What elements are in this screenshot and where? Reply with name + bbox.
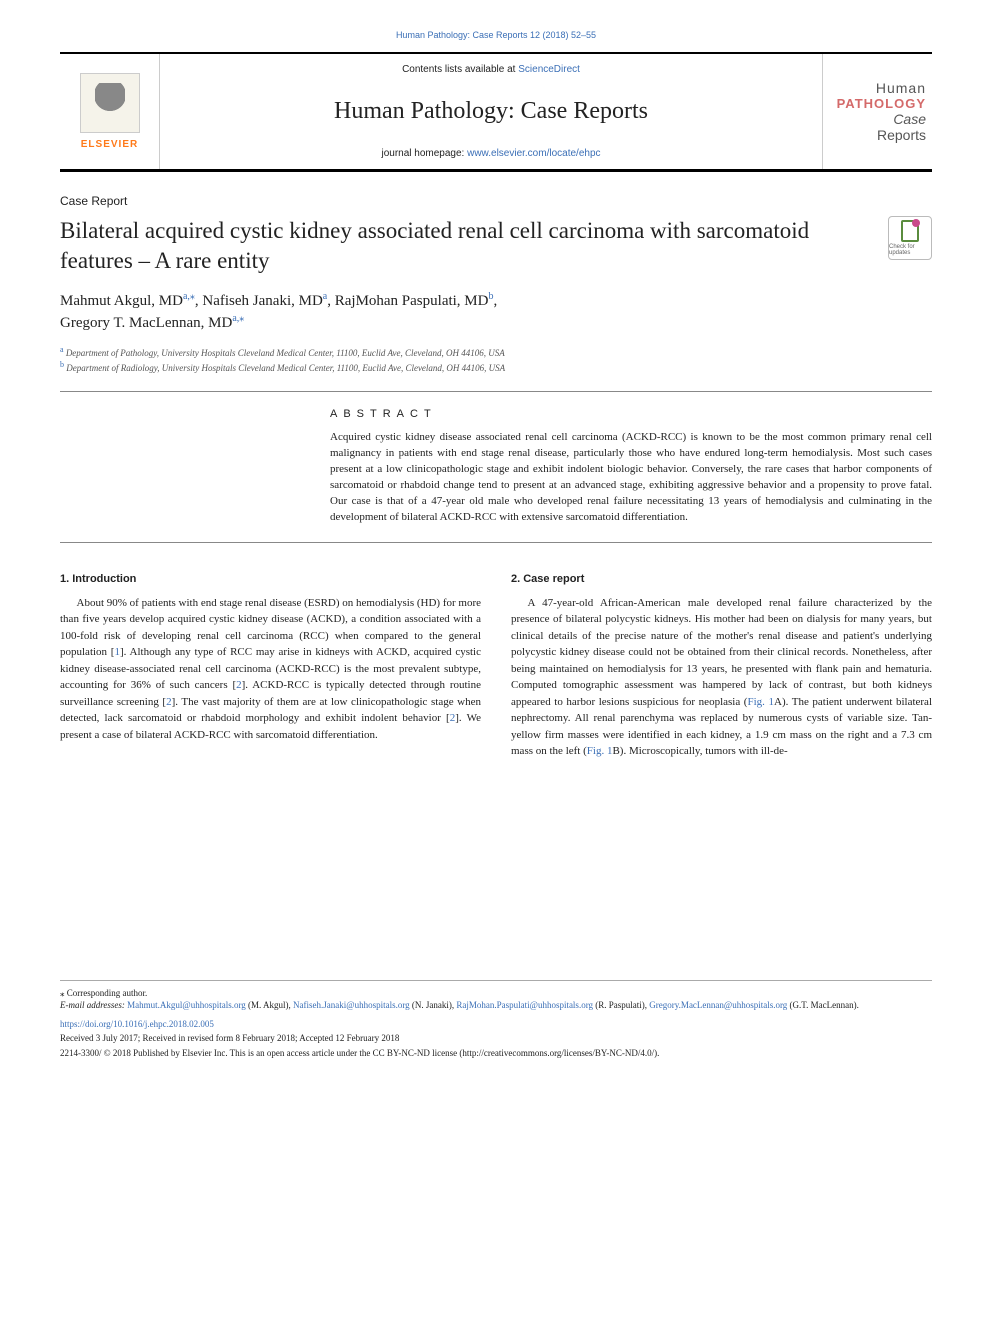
contents-prefix: Contents lists available at — [402, 64, 518, 75]
running-header: Human Pathology: Case Reports 12 (2018) … — [60, 30, 932, 40]
figure-ref[interactable]: Fig. 1 — [587, 745, 613, 757]
author-2: , Nafiseh Janaki, MD — [195, 293, 323, 309]
updates-badge-label: Check for updates — [889, 244, 931, 256]
contents-available-line: Contents lists available at ScienceDirec… — [402, 64, 580, 75]
rule-below-abstract — [60, 542, 932, 543]
article-title: Bilateral acquired cystic kidney associa… — [60, 216, 888, 276]
author-email[interactable]: RajMohan.Paspulati@uhhospitals.org — [456, 1000, 593, 1010]
author-1-affil-sup: a,⁎ — [183, 291, 195, 302]
affil-b-text: Department of Radiology, University Hosp… — [66, 363, 505, 373]
article-history: Received 3 July 2017; Received in revise… — [60, 1032, 932, 1045]
cover-line-2: PATHOLOGY — [837, 96, 926, 111]
footnotes: ⁎ Corresponding author. E-mail addresses… — [60, 980, 932, 1060]
affiliation-a: a Department of Pathology, University Ho… — [60, 344, 932, 360]
elsevier-wordmark: ELSEVIER — [81, 139, 138, 150]
abstract-text: Acquired cystic kidney disease associate… — [330, 430, 932, 526]
journal-cover-thumb: Human PATHOLOGY Case Reports — [822, 54, 932, 169]
column-left: 1. Introduction About 90% of patients wi… — [60, 573, 481, 760]
cover-line-3: Case — [893, 111, 926, 127]
section-heading-case-report: 2. Case report — [511, 573, 932, 585]
author-4-affil-sup: a,⁎ — [232, 313, 244, 324]
cover-line-1: Human — [876, 80, 926, 96]
citation-ref[interactable]: 1 — [114, 646, 120, 658]
email-label: E-mail addresses: — [60, 1000, 125, 1010]
author-list: Mahmut Akgul, MDa,⁎, Nafiseh Janaki, MDa… — [60, 290, 932, 334]
journal-homepage-link[interactable]: www.elsevier.com/locate/ehpc — [467, 148, 600, 159]
elsevier-logo-block: ELSEVIER — [60, 54, 160, 169]
affil-sup-a: a — [60, 345, 64, 354]
affiliation-b: b Department of Radiology, University Ho… — [60, 359, 932, 375]
journal-title: Human Pathology: Case Reports — [334, 98, 648, 125]
journal-homepage-line: journal homepage: www.elsevier.com/locat… — [381, 148, 600, 159]
corresponding-author-note: ⁎ Corresponding author. — [60, 987, 932, 1000]
sciencedirect-link[interactable]: ScienceDirect — [518, 64, 580, 75]
case-report-paragraph: A 47-year-old African-American male deve… — [511, 595, 932, 760]
author-email[interactable]: Nafiseh.Janaki@uhhospitals.org — [293, 1000, 410, 1010]
author-email[interactable]: Gregory.MacLennan@uhhospitals.org — [649, 1000, 787, 1010]
elsevier-tree-icon — [80, 73, 140, 133]
article-type: Case Report — [60, 194, 932, 208]
author-email[interactable]: Mahmut.Akgul@uhhospitals.org — [127, 1000, 246, 1010]
author-4: Gregory T. MacLennan, MD — [60, 315, 232, 331]
introduction-paragraph: About 90% of patients with end stage ren… — [60, 595, 481, 744]
abstract-block: ABSTRACT Acquired cystic kidney disease … — [330, 408, 932, 526]
abstract-heading: ABSTRACT — [330, 408, 932, 420]
title-row: Bilateral acquired cystic kidney associa… — [60, 216, 932, 276]
bookmark-check-icon — [901, 220, 919, 242]
column-right: 2. Case report A 47-year-old African-Ame… — [511, 573, 932, 760]
figure-ref[interactable]: Fig. 1 — [747, 696, 774, 708]
affil-sup-b: b — [60, 360, 64, 369]
affiliations: a Department of Pathology, University Ho… — [60, 344, 932, 375]
citation-ref[interactable]: 2 — [166, 696, 172, 708]
check-for-updates-badge[interactable]: Check for updates — [888, 216, 932, 260]
rule-above-abstract — [60, 391, 932, 392]
author-1: Mahmut Akgul, MD — [60, 293, 183, 309]
email-addresses-line: E-mail addresses: Mahmut.Akgul@uhhospita… — [60, 999, 932, 1012]
citation-ref[interactable]: 2 — [236, 679, 242, 691]
author-line1-trail: , — [493, 293, 497, 309]
copyright-line: 2214-3300/ © 2018 Published by Elsevier … — [60, 1047, 932, 1060]
journal-masthead: ELSEVIER Contents lists available at Sci… — [60, 52, 932, 172]
author-3: , RajMohan Paspulati, MD — [327, 293, 488, 309]
affil-a-text: Department of Pathology, University Hosp… — [66, 348, 505, 358]
citation-ref[interactable]: 2 — [450, 712, 456, 724]
doi-link[interactable]: https://doi.org/10.1016/j.ehpc.2018.02.0… — [60, 1018, 932, 1031]
cover-line-4: Reports — [877, 127, 926, 143]
homepage-prefix: journal homepage: — [381, 148, 467, 159]
body-columns: 1. Introduction About 90% of patients wi… — [60, 573, 932, 760]
masthead-center: Contents lists available at ScienceDirec… — [160, 54, 822, 169]
section-heading-introduction: 1. Introduction — [60, 573, 481, 585]
